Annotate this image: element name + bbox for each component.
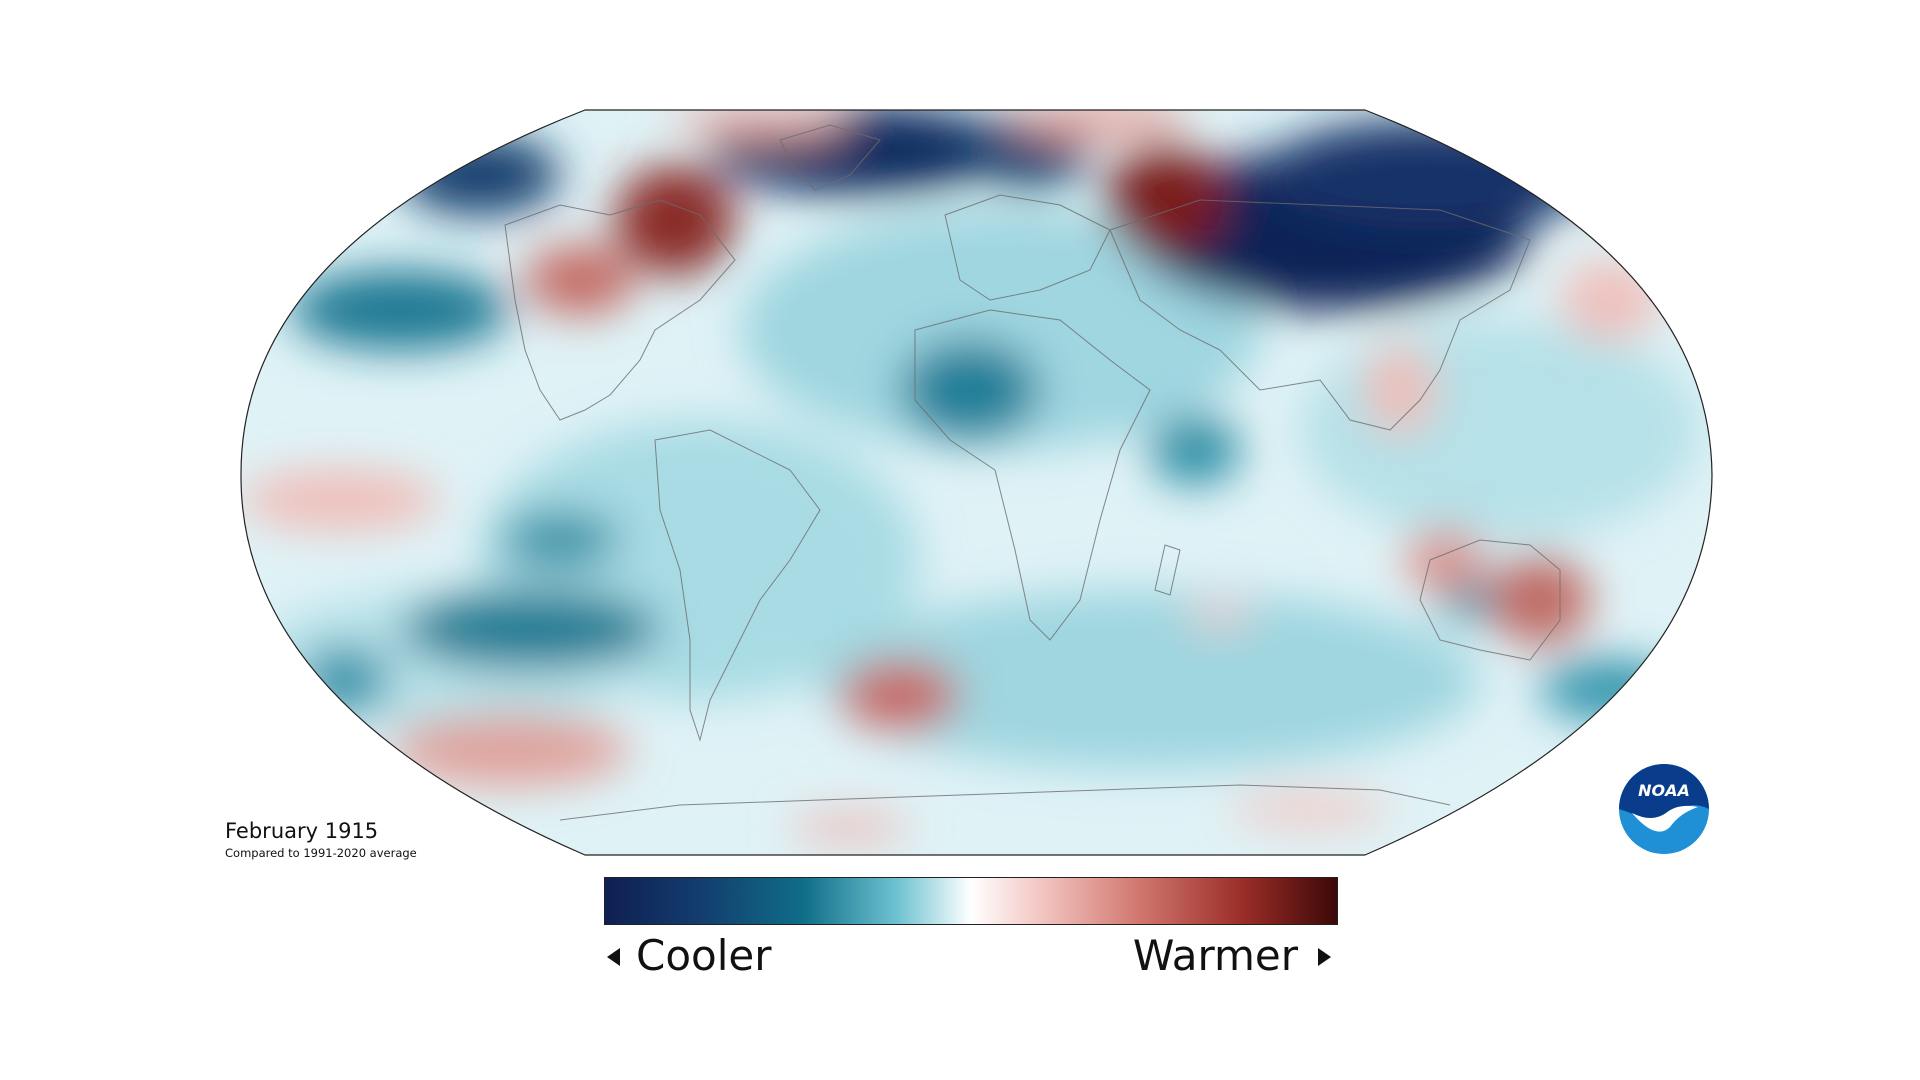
warmer-label: Warmer: [1132, 931, 1298, 980]
map-border: [240, 109, 1713, 856]
left-arrow-icon: [607, 948, 620, 966]
anomaly-field: [240, 110, 1713, 855]
colorbar: [604, 877, 1338, 925]
right-arrow-icon: [1318, 948, 1331, 966]
map-title: February 1915: [225, 819, 379, 843]
map-subtitle: Compared to 1991-2020 average: [225, 846, 417, 860]
coastlines: [504, 124, 1561, 821]
noaa-logo-icon: NOAA: [1619, 764, 1709, 854]
noaa-logo-text: NOAA: [1638, 781, 1690, 800]
cooler-label: Cooler: [636, 931, 772, 980]
